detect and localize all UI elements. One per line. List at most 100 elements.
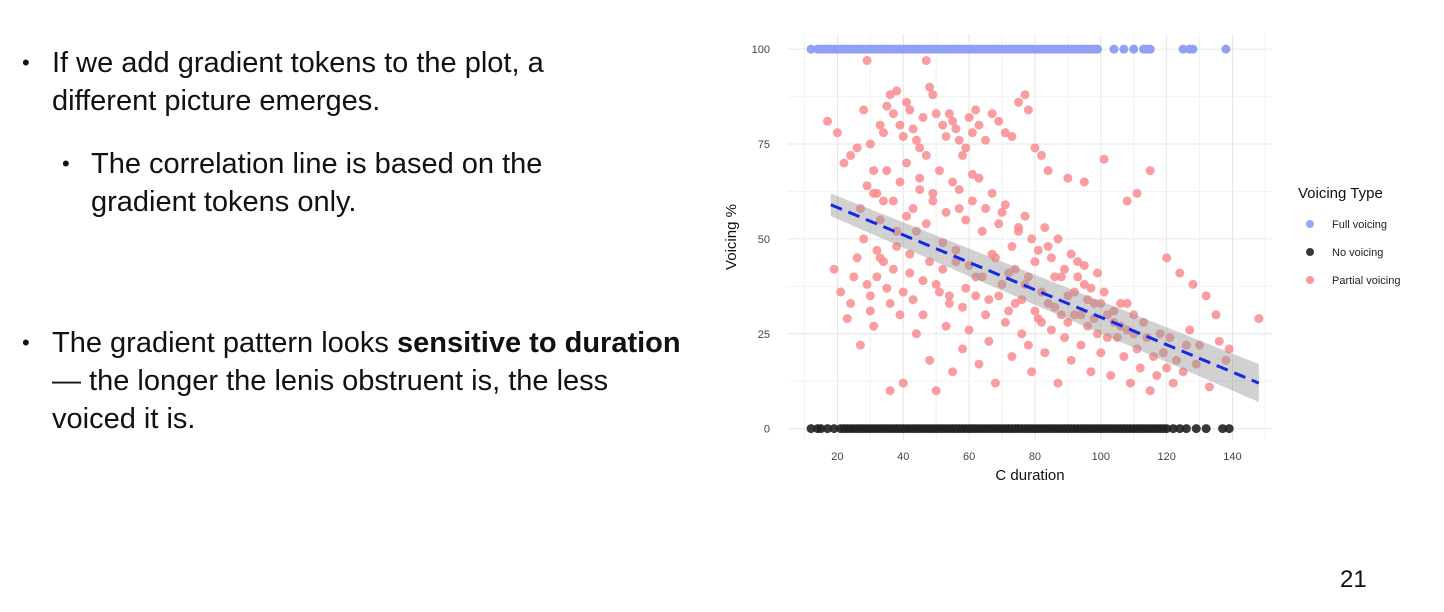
partial-voicing-point [1083,321,1093,331]
partial-voicing-point [981,310,991,320]
partial-voicing-point [1172,355,1182,365]
full-voicing-point [1188,44,1198,54]
partial-voicing-point [902,97,912,107]
partial-voicing-point [1056,310,1066,320]
partial-voicing-point [888,264,898,274]
no-voicing-point [1162,424,1172,434]
x-tick-label: 120 [1157,451,1175,463]
partial-voicing-point [1060,333,1070,343]
legend-label: Full voicing [1332,219,1387,231]
partial-voicing-point [1023,272,1033,282]
partial-voicing-point [928,188,938,198]
partial-voicing-point [878,196,888,206]
partial-voicing-point [1129,310,1139,320]
legend-swatch [1306,248,1314,256]
partial-voicing-point [928,90,938,100]
partial-voicing-point [1037,150,1047,160]
partial-voicing-point [1214,336,1224,346]
partial-voicing-point [859,105,869,115]
partial-voicing-point [888,109,898,119]
partial-voicing-point [862,56,872,66]
no-voicing-point [816,424,826,434]
partial-voicing-point [931,279,941,289]
partial-voicing-point [1175,268,1185,278]
x-tick-label: 80 [1029,451,1041,463]
partial-voicing-point [974,120,984,130]
partial-voicing-point [908,204,918,214]
partial-voicing-point [1056,272,1066,282]
legend-swatch [1306,276,1314,284]
partial-voicing-point [1010,298,1020,308]
partial-voicing-point [882,166,892,176]
partial-voicing-point [1096,348,1106,358]
partial-voicing-point [1043,166,1053,176]
partial-voicing-point [987,188,997,198]
partial-voicing-point [1102,310,1112,320]
partial-voicing-point [1023,340,1033,350]
partial-voicing-point [892,86,902,96]
partial-voicing-point [931,109,941,119]
partial-voicing-point [1204,382,1214,392]
partial-voicing-point [1181,340,1191,350]
partial-voicing-point [1112,333,1122,343]
partial-voicing-point [898,378,908,388]
partial-voicing-point [1158,348,1168,358]
partial-voicing-point [1027,234,1037,244]
partial-voicing-point [997,279,1007,289]
partial-voicing-point [1046,325,1056,335]
partial-voicing-point [1185,325,1195,335]
partial-voicing-point [1122,196,1132,206]
partial-voicing-point [1211,310,1221,320]
no-voicing-point [1181,424,1191,434]
no-voicing-point [1168,424,1178,434]
x-tick-label: 100 [1092,451,1110,463]
no-voicing-point [1201,424,1211,434]
partial-voicing-point [1099,154,1109,164]
partial-voicing-point [1053,378,1063,388]
partial-voicing-point [836,287,846,297]
partial-voicing-point [1063,291,1073,301]
partial-voicing-point [1063,173,1073,183]
partial-voicing-point [905,105,915,115]
partial-voicing-point [1013,97,1023,107]
partial-voicing-point [1135,363,1145,373]
bullet-marker: • [22,50,30,75]
partial-voicing-point [829,264,839,274]
partial-voicing-point [1178,367,1188,377]
partial-voicing-point [954,135,964,145]
partial-voicing-point [964,325,974,335]
partial-voicing-point [1023,105,1033,115]
partial-voicing-point [948,367,958,377]
partial-voicing-point [882,283,892,293]
partial-voicing-point [1139,317,1149,327]
sub-bullet-marker: • [62,151,70,176]
partial-voicing-point [928,196,938,206]
partial-voicing-point [925,82,935,92]
partial-voicing-point [1040,348,1050,358]
partial-voicing-point [1050,272,1060,282]
full-voicing-point [1092,44,1102,54]
partial-voicing-point [997,207,1007,217]
partial-voicing-point [1191,359,1201,369]
partial-voicing-point [921,150,931,160]
no-voicing-point [806,424,816,434]
partial-voicing-point [1040,223,1050,233]
partial-voicing-point [875,120,885,130]
partial-voicing-point [1145,386,1155,396]
partial-voicing-point [1089,298,1099,308]
full-voicing-point [806,44,816,54]
partial-voicing-point [981,135,991,145]
partial-voicing-point [898,131,908,141]
partial-voicing-point [859,234,869,244]
partial-voicing-point [869,166,879,176]
partial-voicing-point [951,245,961,255]
partial-voicing-point [1221,355,1231,365]
partial-voicing-point [1004,268,1014,278]
partial-voicing-point [869,188,879,198]
full-voicing-point [1129,44,1139,54]
partial-voicing-point [1152,370,1162,380]
partial-voicing-point [862,279,872,289]
partial-voicing-point [984,336,994,346]
partial-voicing-point [852,253,862,263]
partial-voicing-point [885,386,895,396]
